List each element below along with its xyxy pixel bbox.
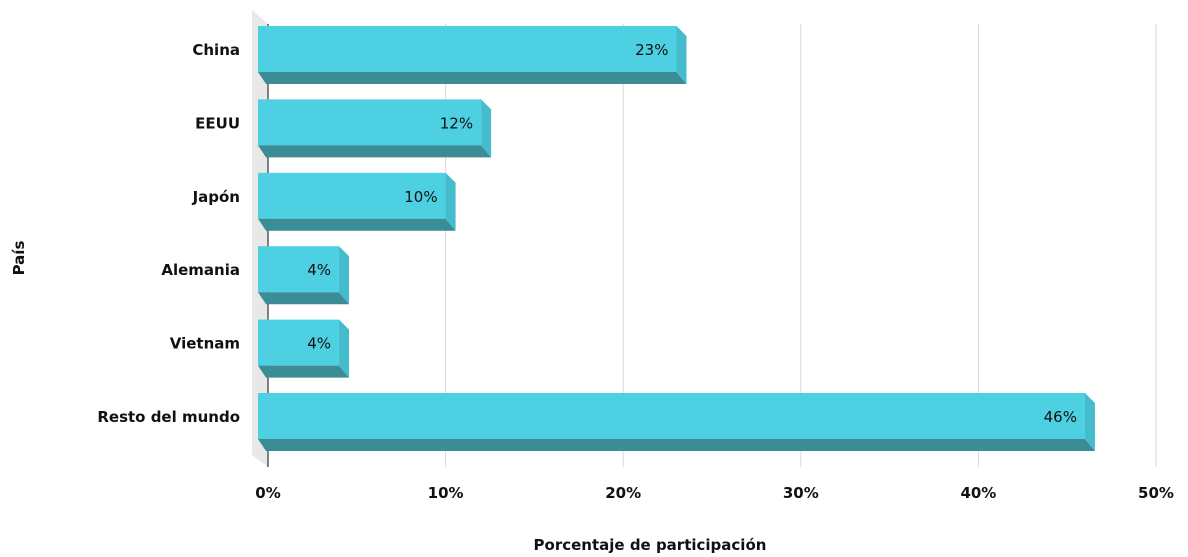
- bar: [258, 172, 446, 219]
- category-label: Resto del mundo: [97, 408, 240, 426]
- x-tick-label: 0%: [255, 484, 280, 502]
- x-tick-label: 20%: [605, 484, 641, 502]
- y-axis-title: País: [10, 241, 28, 276]
- category-label: Japón: [192, 188, 240, 206]
- bar-data-label: 4%: [307, 261, 331, 279]
- bar-data-label: 4%: [307, 335, 331, 353]
- bar-data-label: 12%: [440, 114, 473, 132]
- bar-bottom-face: [258, 292, 350, 305]
- bar-side-face: [1084, 393, 1095, 451]
- bar-data-label: 23%: [635, 41, 668, 59]
- bars: 23% 12% 10% 4% 4% 46%: [258, 26, 1095, 451]
- x-tick-label: 10%: [428, 484, 464, 502]
- bar: [258, 319, 340, 366]
- category-label: China: [192, 41, 240, 59]
- bar-side-face: [339, 319, 350, 378]
- bar-bottom-face: [258, 72, 687, 84]
- x-tick-label: 50%: [1138, 484, 1174, 502]
- bar-data-label: 46%: [1044, 408, 1077, 426]
- bar-side-face: [339, 246, 350, 305]
- bar-side-face: [481, 99, 492, 158]
- bar-data-label: 10%: [404, 188, 437, 206]
- x-tick-labels: 0% 10% 20% 30% 40% 50%: [255, 484, 1174, 502]
- bar: [258, 99, 482, 146]
- bar: [258, 26, 677, 72]
- bar-bottom-face: [258, 218, 456, 231]
- bar-bottom-face: [258, 365, 350, 378]
- x-tick-label: 30%: [783, 484, 819, 502]
- category-label: EEUU: [195, 114, 240, 132]
- x-tick-label: 40%: [960, 484, 996, 502]
- bar-side-face: [445, 172, 456, 231]
- category-label: Alemania: [161, 261, 240, 279]
- category-label: Vietnam: [170, 335, 240, 353]
- bar-bottom-face: [258, 439, 1095, 451]
- bar: [258, 246, 340, 293]
- bar-side-face: [676, 26, 687, 84]
- category-labels: China EEUU Japón Alemania Vietnam Resto del m…: [97, 41, 240, 426]
- bar: [258, 393, 1085, 439]
- bar-bottom-face: [258, 145, 492, 158]
- x-axis-title: Porcentaje de participación: [534, 536, 767, 554]
